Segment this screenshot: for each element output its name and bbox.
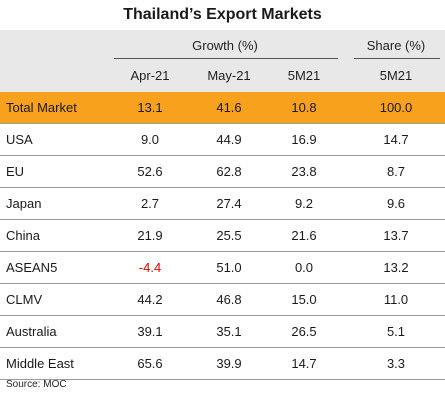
table-body: Total Market 13.1 41.6 10.8 100.0 USA 9.… [0,92,445,380]
5m-growth-value: 21.6 [291,228,317,243]
market-name: Australia [6,324,57,339]
growth-group-header: Growth (%) [192,38,258,53]
market-name: China [6,228,40,243]
5m-growth-value: 15.0 [291,292,317,307]
may-growth-value: 46.8 [216,292,242,307]
table-row: Australia 39.1 35.1 26.5 5.1 [0,316,445,348]
share-group-header: Share (%) [366,38,426,53]
table-row: USA 9.0 44.9 16.9 14.7 [0,124,445,156]
table-row: Total Market 13.1 41.6 10.8 100.0 [0,92,445,124]
share-value: 11.0 [383,292,409,307]
market-name: ASEAN5 [6,260,58,275]
apr-growth-value: 9.0 [140,132,160,147]
5m-growth-value: 9.2 [294,196,314,211]
5m-growth-value: 26.5 [291,324,317,339]
5m-growth-value: 16.9 [291,132,317,147]
table-row: Middle East 65.6 39.9 14.7 3.3 [0,348,445,380]
apr-growth-value: 39.1 [137,324,163,339]
share-value: 14.7 [383,132,409,147]
growth-header-divider [114,58,338,59]
apr-growth-value: 65.6 [137,356,163,371]
table-row: EU 52.6 62.8 23.8 8.7 [0,156,445,188]
may-growth-value: 41.6 [216,100,242,115]
table-row: China 21.9 25.5 21.6 13.7 [0,220,445,252]
5m-growth-value: 10.8 [291,100,317,115]
share-value: 5.1 [386,324,406,339]
may-growth-value: 27.4 [216,196,242,211]
may-growth-value: 35.1 [216,324,242,339]
share-value: 13.7 [383,228,409,243]
share-header-divider [354,58,440,59]
apr-growth-value: 13.1 [137,100,163,115]
table-row: CLMV 44.2 46.8 15.0 11.0 [0,284,445,316]
share-value: 13.2 [383,260,409,275]
5m-growth-value: 14.7 [291,356,317,371]
may-growth-value: 39.9 [216,356,242,371]
5m-growth-value: 23.8 [291,164,317,179]
column-header-may-21: May-21 [207,68,251,83]
market-name: Japan [6,196,42,211]
apr-growth-value: 2.7 [140,196,160,211]
market-name: EU [6,164,25,179]
apr-growth-value: 44.2 [137,292,163,307]
may-growth-value: 51.0 [216,260,242,275]
share-value: 100.0 [379,100,413,115]
may-growth-value: 44.9 [216,132,242,147]
share-value: 8.7 [386,164,406,179]
share-value: 3.3 [386,356,406,371]
apr-growth-value: 21.9 [137,228,163,243]
table-row: Japan 2.7 27.4 9.2 9.6 [0,188,445,220]
5m-growth-value: 0.0 [294,260,314,275]
market-name: USA [6,132,33,147]
share-value: 9.6 [386,196,406,211]
column-header-apr-21: Apr-21 [130,68,170,83]
may-growth-value: 62.8 [216,164,242,179]
market-name: Total Market [6,100,77,115]
column-header-growth-5m21: 5M21 [287,68,321,83]
may-growth-value: 25.5 [216,228,242,243]
table-header: Growth (%) Share (%) Apr-21 May-21 5M21 … [0,30,445,92]
source-note: Source: MOC [6,379,67,390]
market-name: Middle East [6,356,74,371]
table-title: Thailand’s Export Markets [123,6,322,23]
market-name: CLMV [6,292,43,307]
table-row: ASEAN5 -4.4 51.0 0.0 13.2 [0,252,445,284]
apr-growth-value-negative: -4.4 [138,260,162,275]
column-header-share-5m21: 5M21 [379,68,413,83]
apr-growth-value: 52.6 [137,164,163,179]
